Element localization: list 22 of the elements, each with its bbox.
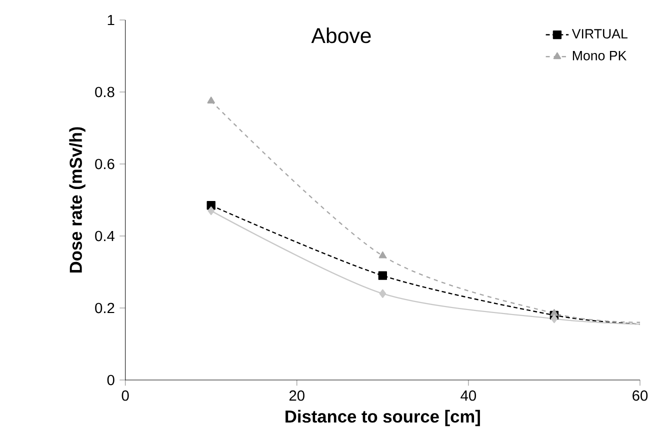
chart-title: Above — [311, 27, 371, 44]
x-tick-label: 20 — [289, 390, 304, 401]
point — [207, 96, 215, 104]
x-tick-label: 0 — [122, 390, 129, 401]
x-tick-label: 40 — [460, 390, 476, 401]
point — [378, 271, 387, 280]
x-axis-title: Distance to source [cm] — [286, 410, 480, 426]
y-tick-label: 1 — [108, 14, 114, 25]
y-tick-label: 0.8 — [95, 86, 114, 98]
legend-label: Mono PK — [572, 50, 627, 60]
y-tick-label: 0.6 — [95, 158, 114, 170]
y-tick-label: 0 — [107, 374, 114, 386]
y-tick-label: 0.4 — [95, 230, 114, 242]
point — [550, 314, 558, 323]
x-tick-label: 60 — [632, 390, 648, 401]
point — [550, 308, 558, 316]
point — [378, 251, 386, 258]
legend-label: VIRTUAL — [572, 29, 628, 38]
point — [379, 289, 386, 298]
point — [208, 206, 215, 215]
y-tick-label: 0.2 — [95, 302, 114, 314]
y-axis-title: Dose rate (mSv/h) — [69, 127, 86, 272]
